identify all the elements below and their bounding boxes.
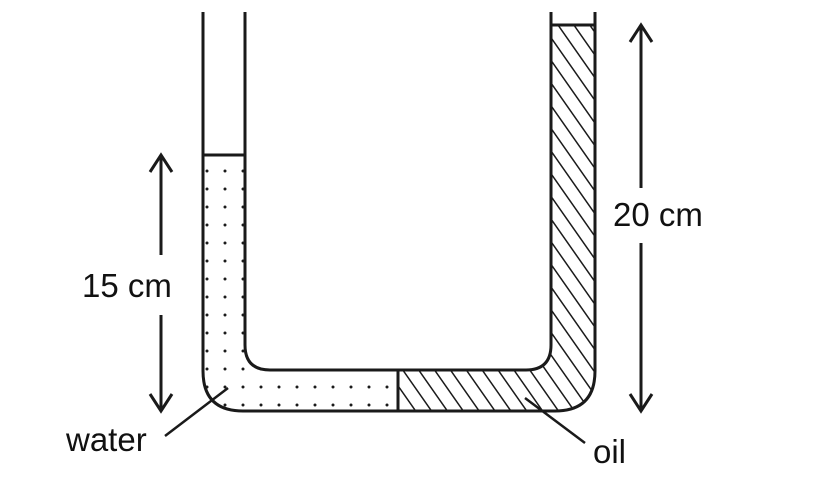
water-leader-line: [164, 387, 229, 437]
oil-leader-line: [524, 397, 586, 444]
oil-label: oil: [593, 433, 626, 470]
water-region: [203, 155, 398, 411]
oil-height-label: 20 cm: [613, 196, 703, 233]
tube-outer-wall: [201, 12, 597, 413]
oil-height-arrow: [628, 22, 654, 414]
water-height-label: 15 cm: [82, 267, 172, 304]
oil-region: [398, 25, 595, 411]
water-label: water: [65, 421, 147, 458]
tube-inner-wall: [243, 12, 553, 372]
water-height-arrow: [148, 152, 174, 414]
